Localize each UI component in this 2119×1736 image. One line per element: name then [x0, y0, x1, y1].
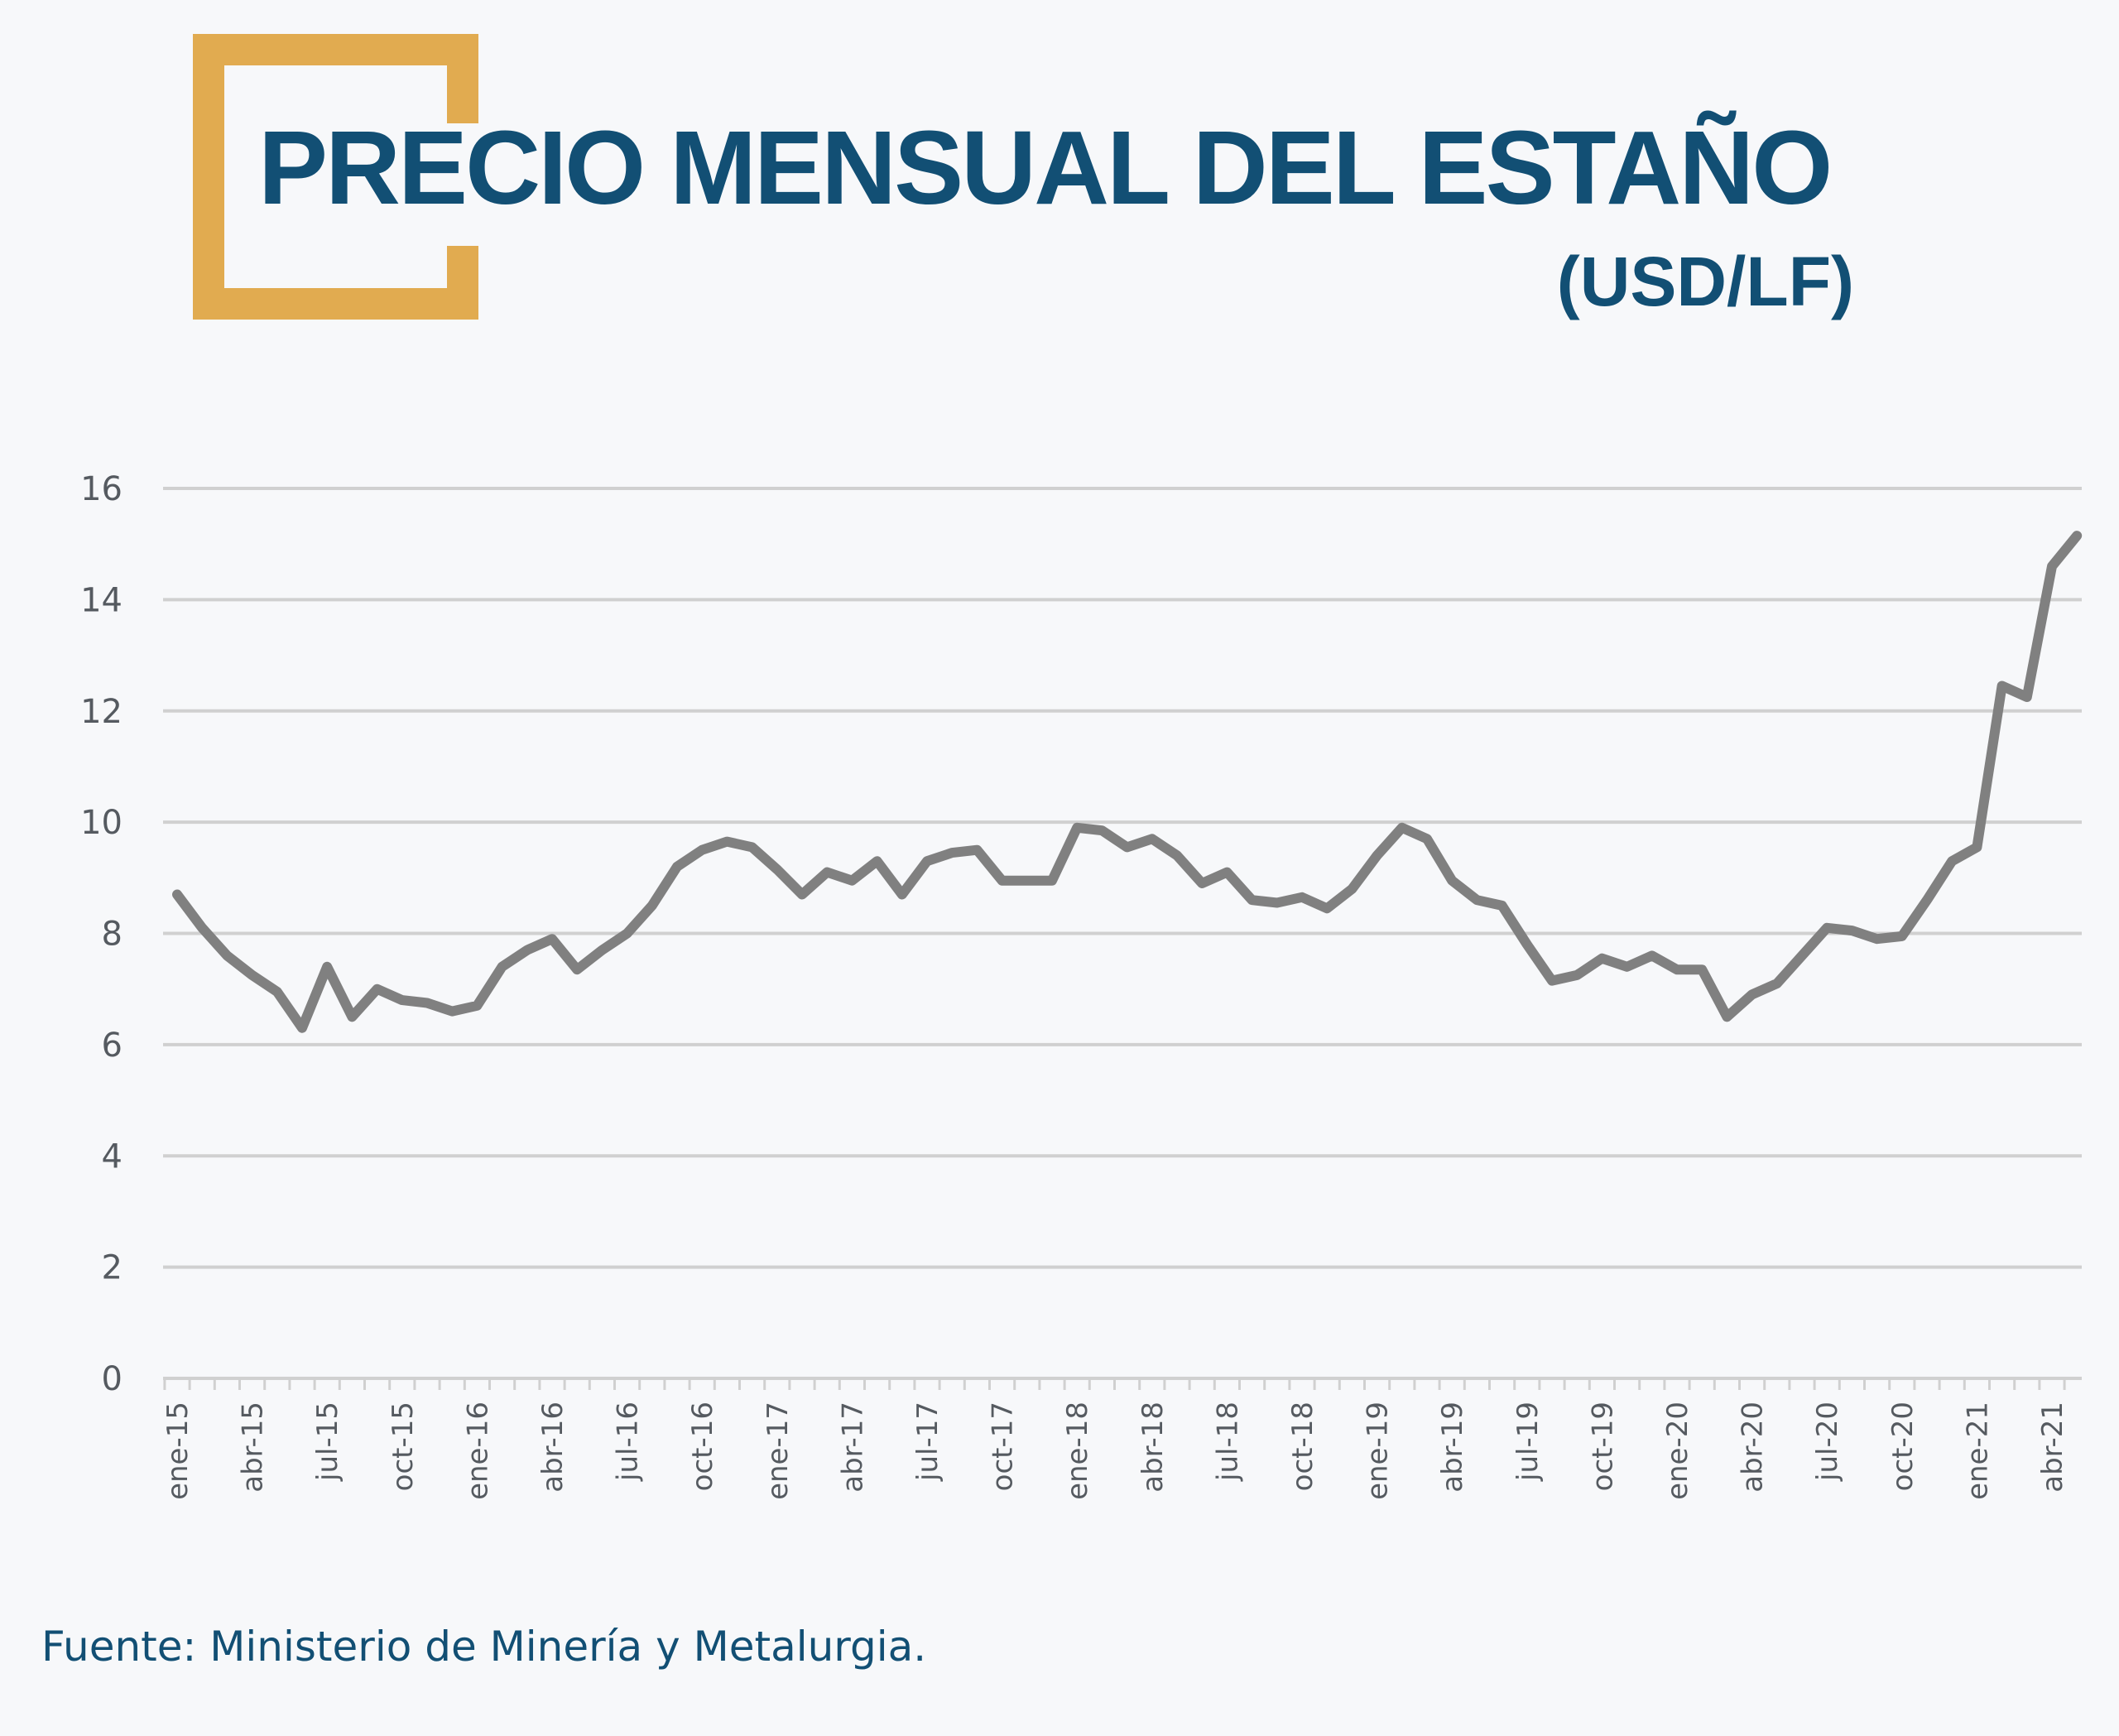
y-tick-label: 12 — [80, 693, 123, 731]
x-tick-label: ene-21 — [1961, 1402, 1994, 1500]
x-tick-label: abr-18 — [1136, 1402, 1170, 1493]
x-tick-label: ene-19 — [1362, 1402, 1395, 1500]
y-axis-ticks: 0 2 4 6 8 10 12 14 16 — [80, 470, 123, 1398]
x-tick-label: jul-16 — [612, 1402, 645, 1482]
x-tick-label: abr-16 — [536, 1402, 569, 1493]
grid-lines — [163, 487, 2082, 1269]
x-tick-label: abr-17 — [836, 1402, 869, 1493]
x-tick-label: jul-19 — [1511, 1402, 1545, 1482]
x-tick-label: ene-20 — [1661, 1402, 1694, 1500]
x-tick-label: ene-16 — [461, 1402, 494, 1500]
title-bracket-decoration — [193, 34, 478, 320]
x-tick-label: ene-18 — [1061, 1402, 1094, 1500]
x-tick-label: oct-17 — [987, 1402, 1020, 1491]
y-tick-label: 14 — [80, 581, 123, 619]
x-tick-label: jul-17 — [911, 1402, 944, 1482]
source-note: Fuente: Ministerio de Minería y Metalurg… — [41, 1623, 927, 1671]
x-tick-label: oct-19 — [1586, 1402, 1619, 1491]
y-tick-label: 6 — [102, 1027, 123, 1065]
x-tick-label: oct-20 — [1886, 1402, 1920, 1491]
x-axis-ticks: ene-15 abr-15 jul-15 oct-15 ene-16 abr-16 jul-… — [161, 1378, 2069, 1500]
y-tick-label: 8 — [102, 916, 123, 954]
x-tick-label: abr-15 — [237, 1402, 270, 1493]
y-tick-label: 10 — [80, 804, 123, 842]
series-line-tin-price — [172, 531, 2083, 1033]
x-tick-label: abr-21 — [2036, 1402, 2069, 1493]
y-tick-label: 4 — [102, 1137, 123, 1176]
x-tick-label: jul-20 — [1811, 1402, 1844, 1482]
x-tick-label: abr-19 — [1436, 1402, 1469, 1493]
chart-subtitle: (USD/LF) — [1556, 243, 1854, 320]
x-tick-label: jul-18 — [1211, 1402, 1244, 1482]
chart-title: PRECIO MENSUAL DEL ESTAÑO — [258, 109, 1833, 226]
x-tick-label: ene-17 — [762, 1402, 795, 1500]
y-tick-label: 16 — [80, 470, 123, 508]
x-tick-label: jul-15 — [311, 1402, 344, 1482]
x-tick-label: ene-15 — [161, 1402, 195, 1500]
x-tick-label: oct-15 — [387, 1402, 420, 1491]
x-tick-label: abr-20 — [1737, 1402, 1770, 1493]
y-tick-label: 0 — [102, 1360, 123, 1398]
y-tick-label: 2 — [102, 1249, 123, 1287]
x-tick-label: oct-16 — [686, 1402, 719, 1491]
x-tick-label: oct-18 — [1286, 1402, 1319, 1491]
